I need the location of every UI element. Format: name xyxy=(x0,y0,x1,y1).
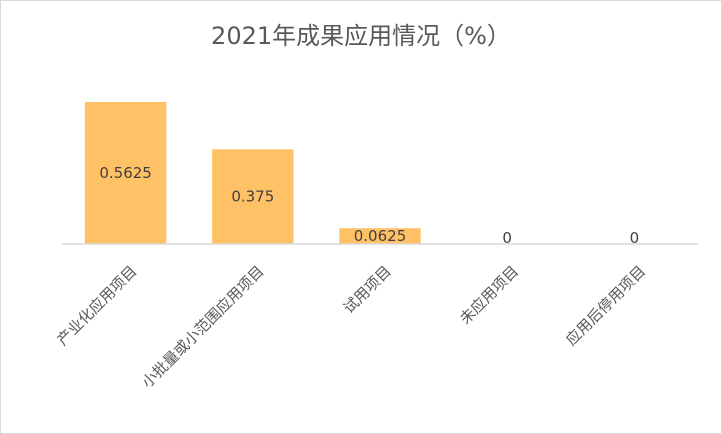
bar-1 xyxy=(84,102,167,244)
data-label-3: 0.0625 xyxy=(354,227,407,245)
data-label-2: 0.375 xyxy=(231,188,274,206)
data-label-1: 0.5625 xyxy=(99,164,152,182)
data-label-4: 0 xyxy=(502,229,512,247)
data-labels-layer: 0.5625 0.375 0.0625 0 0 xyxy=(99,164,639,247)
x-tick-label-4: 未应用项目 xyxy=(456,262,522,328)
x-tick-label-2: 小批量或小范围应用项目 xyxy=(138,262,267,391)
x-tick-label-1: 产业化应用项目 xyxy=(53,262,140,349)
chart-title: 2021年成果应用情况（%） xyxy=(211,22,511,50)
bar-2 xyxy=(212,149,294,244)
bars-layer xyxy=(84,102,421,244)
x-tick-label-3: 试用项目 xyxy=(340,262,395,317)
bar-3 xyxy=(339,228,421,244)
data-label-5: 0 xyxy=(630,229,640,247)
x-tick-label-5: 应用后停用项目 xyxy=(562,262,649,349)
